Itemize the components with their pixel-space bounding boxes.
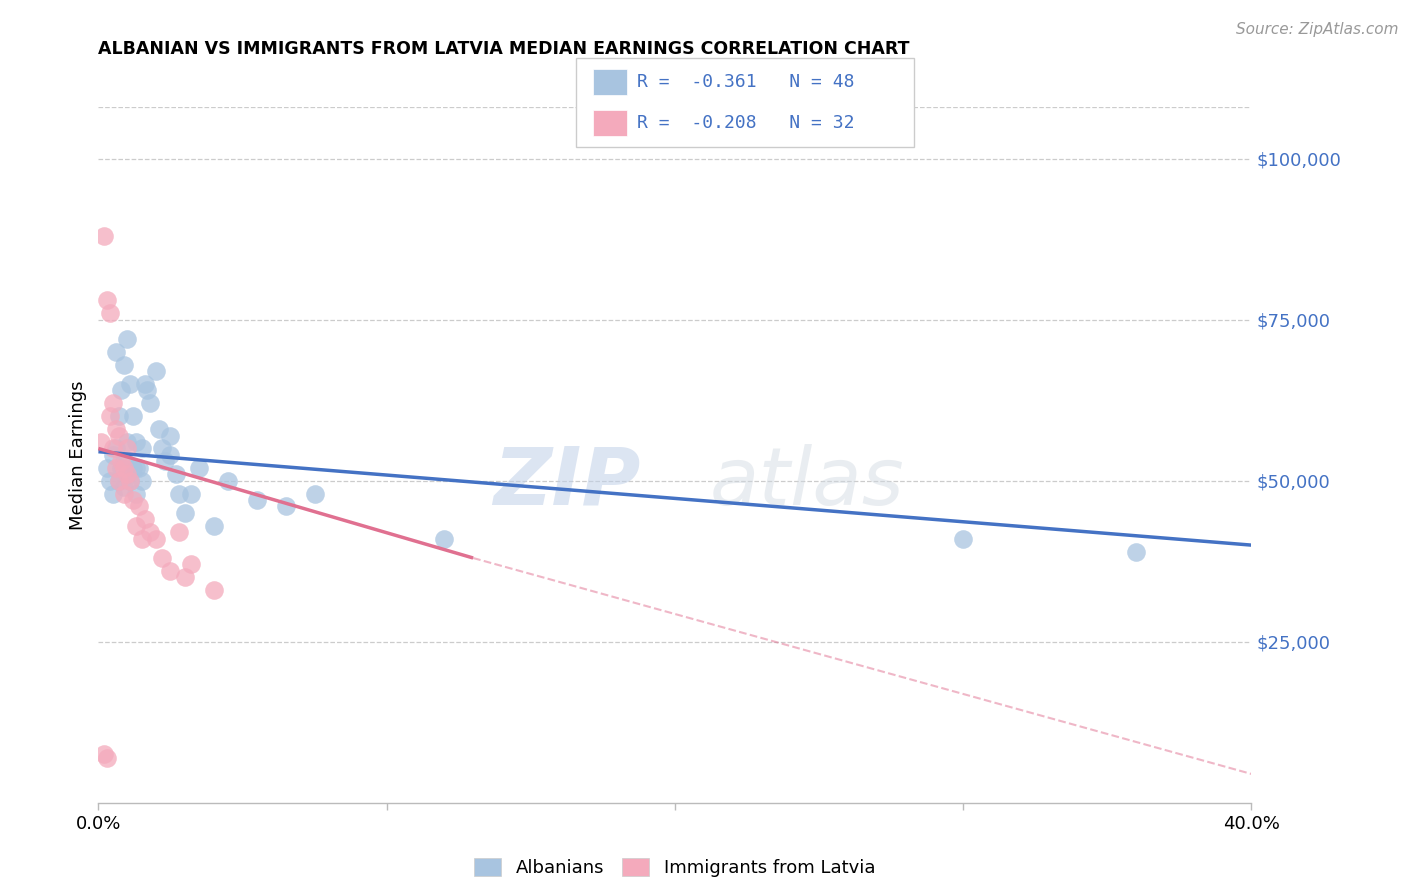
Point: [217, 474, 239, 488]
Point: [952, 532, 974, 546]
Point: [110, 460, 132, 475]
Point: [125, 518, 148, 533]
Point: [174, 570, 197, 584]
Point: [104, 460, 127, 475]
Point: [107, 474, 129, 488]
Point: [128, 460, 150, 475]
Point: [145, 364, 167, 378]
Text: atlas: atlas: [710, 443, 904, 522]
Point: [101, 396, 124, 410]
Point: [167, 525, 190, 540]
Point: [150, 551, 173, 566]
Point: [96, 750, 118, 764]
Y-axis label: Median Earnings: Median Earnings: [69, 380, 87, 530]
Point: [159, 564, 181, 578]
Point: [107, 409, 129, 424]
Point: [125, 460, 148, 475]
Point: [202, 583, 225, 598]
Point: [125, 486, 148, 500]
Text: R =  -0.361   N = 48: R = -0.361 N = 48: [637, 73, 855, 91]
Point: [93, 747, 115, 762]
Point: [148, 422, 170, 436]
Point: [134, 377, 156, 392]
Legend: Albanians, Immigrants from Latvia: Albanians, Immigrants from Latvia: [467, 850, 883, 884]
Text: ZIP: ZIP: [494, 443, 640, 522]
Point: [104, 422, 127, 436]
Point: [122, 493, 145, 508]
Point: [104, 442, 127, 456]
Point: [131, 442, 153, 456]
Point: [112, 358, 135, 372]
Text: ALBANIAN VS IMMIGRANTS FROM LATVIA MEDIAN EARNINGS CORRELATION CHART: ALBANIAN VS IMMIGRANTS FROM LATVIA MEDIA…: [98, 40, 910, 58]
Point: [167, 486, 190, 500]
Point: [1125, 544, 1147, 558]
Point: [101, 448, 124, 462]
Point: [120, 377, 142, 392]
Point: [98, 409, 121, 424]
Point: [131, 532, 153, 546]
Point: [122, 409, 145, 424]
Point: [159, 448, 181, 462]
Point: [174, 506, 197, 520]
Point: [101, 486, 124, 500]
Point: [304, 486, 326, 500]
Point: [117, 332, 138, 346]
Point: [139, 396, 162, 410]
Point: [202, 518, 225, 533]
Point: [120, 474, 142, 488]
Point: [112, 480, 135, 494]
Point: [117, 435, 138, 450]
Point: [165, 467, 187, 482]
Point: [110, 454, 132, 468]
Point: [98, 306, 121, 320]
Point: [107, 428, 129, 442]
Point: [274, 500, 297, 514]
Point: [112, 486, 135, 500]
Point: [145, 532, 167, 546]
Point: [90, 435, 112, 450]
Point: [110, 384, 132, 398]
Point: [246, 493, 269, 508]
Point: [117, 442, 138, 456]
Point: [117, 467, 138, 482]
Point: [188, 460, 211, 475]
Point: [93, 228, 115, 243]
Point: [96, 293, 118, 308]
Point: [117, 467, 138, 482]
Point: [104, 344, 127, 359]
Text: R =  -0.208   N = 32: R = -0.208 N = 32: [637, 114, 855, 132]
Point: [131, 474, 153, 488]
Point: [433, 532, 456, 546]
Point: [128, 500, 150, 514]
Point: [134, 512, 156, 526]
Point: [98, 474, 121, 488]
Point: [107, 474, 129, 488]
Point: [101, 442, 124, 456]
Point: [159, 428, 181, 442]
Point: [96, 460, 118, 475]
Point: [112, 454, 135, 468]
Point: [125, 435, 148, 450]
Point: [150, 442, 173, 456]
Point: [153, 454, 176, 468]
Point: [139, 525, 162, 540]
Point: [120, 474, 142, 488]
Point: [136, 384, 159, 398]
Point: [112, 460, 135, 475]
Point: [180, 558, 202, 572]
Point: [122, 460, 145, 475]
Point: [180, 486, 202, 500]
Text: Source: ZipAtlas.com: Source: ZipAtlas.com: [1236, 22, 1399, 37]
